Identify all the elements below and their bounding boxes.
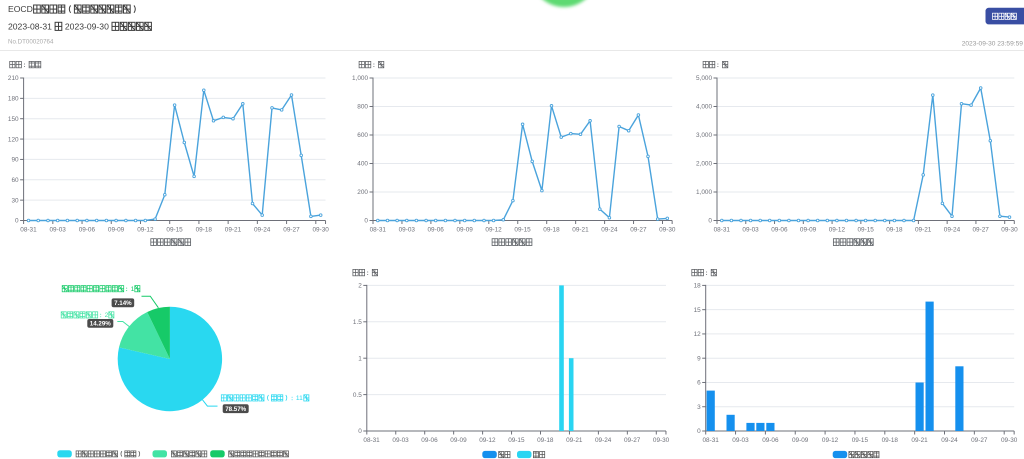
svg-text:09-12: 09-12 xyxy=(137,227,154,234)
svg-text:09-18: 09-18 xyxy=(886,227,903,234)
svg-text:09-09: 09-09 xyxy=(792,437,809,444)
svg-text:7.14%: 7.14% xyxy=(114,300,132,307)
svg-text:1,000: 1,000 xyxy=(352,75,368,82)
svg-text:09-09: 09-09 xyxy=(450,437,467,444)
svg-text:09-12: 09-12 xyxy=(485,227,502,234)
svg-text:2023-08-31: 2023-08-31 xyxy=(8,21,54,31)
svg-text:EOCD: EOCD xyxy=(8,4,33,14)
svg-text:60: 60 xyxy=(12,177,20,184)
svg-text:09-12: 09-12 xyxy=(829,227,846,234)
svg-text:0: 0 xyxy=(15,218,19,225)
svg-text:2,000: 2,000 xyxy=(696,161,712,168)
svg-text:09-03: 09-03 xyxy=(392,437,409,444)
svg-text:08-31: 08-31 xyxy=(703,437,720,444)
svg-text:09-21: 09-21 xyxy=(572,227,589,234)
svg-text:09-03: 09-03 xyxy=(732,437,749,444)
svg-text:12: 12 xyxy=(694,331,702,338)
svg-text:0: 0 xyxy=(358,428,362,435)
svg-text:09-12: 09-12 xyxy=(479,437,496,444)
svg-text:08-31: 08-31 xyxy=(363,437,380,444)
svg-text:09-24: 09-24 xyxy=(941,437,958,444)
svg-text:09-30: 09-30 xyxy=(313,227,330,234)
svg-text:09-06: 09-06 xyxy=(762,437,779,444)
svg-text:09-30: 09-30 xyxy=(653,437,670,444)
svg-text:09-09: 09-09 xyxy=(800,227,817,234)
svg-text:09-15: 09-15 xyxy=(852,437,869,444)
svg-text:400: 400 xyxy=(357,161,368,168)
svg-text:09-15: 09-15 xyxy=(508,437,525,444)
svg-text:09-27: 09-27 xyxy=(971,437,988,444)
svg-text:09-21: 09-21 xyxy=(225,227,242,234)
svg-text:180: 180 xyxy=(8,96,19,103)
svg-text:09-21: 09-21 xyxy=(915,227,932,234)
svg-text:9: 9 xyxy=(697,355,701,362)
svg-text:78.57%: 78.57% xyxy=(225,406,246,413)
svg-text:08-31: 08-31 xyxy=(370,227,387,234)
svg-text:0: 0 xyxy=(364,218,368,225)
svg-text:09-18: 09-18 xyxy=(543,227,560,234)
svg-text:1: 1 xyxy=(131,286,135,293)
svg-text:0.5: 0.5 xyxy=(353,392,362,399)
svg-text:200: 200 xyxy=(357,189,368,196)
svg-text:1.5: 1.5 xyxy=(353,319,362,326)
svg-text:09-09: 09-09 xyxy=(457,227,474,234)
svg-text:09-18: 09-18 xyxy=(882,437,899,444)
svg-text:2: 2 xyxy=(105,312,109,319)
svg-text:09-27: 09-27 xyxy=(624,437,641,444)
svg-text:3: 3 xyxy=(697,404,701,411)
svg-text:18: 18 xyxy=(694,283,702,290)
svg-text:09-21: 09-21 xyxy=(566,437,583,444)
svg-text:09-15: 09-15 xyxy=(166,227,183,234)
svg-text:09-30: 09-30 xyxy=(1001,227,1018,234)
svg-text:09-21: 09-21 xyxy=(911,437,928,444)
svg-text:3,000: 3,000 xyxy=(696,132,712,139)
svg-text:2023-09-30 23:59:59: 2023-09-30 23:59:59 xyxy=(962,40,1024,47)
svg-text:150: 150 xyxy=(8,116,19,123)
svg-text:15: 15 xyxy=(694,307,702,314)
svg-text:210: 210 xyxy=(8,75,19,82)
svg-text:09-24: 09-24 xyxy=(595,437,612,444)
svg-text:08-31: 08-31 xyxy=(20,227,37,234)
svg-text:800: 800 xyxy=(357,104,368,111)
svg-text:90: 90 xyxy=(12,157,20,164)
svg-text:09-03: 09-03 xyxy=(742,227,759,234)
svg-text:09-06: 09-06 xyxy=(771,227,788,234)
svg-text:1,000: 1,000 xyxy=(696,189,712,196)
svg-text:09-27: 09-27 xyxy=(973,227,990,234)
svg-text:09-24: 09-24 xyxy=(601,227,618,234)
svg-text:14.29%: 14.29% xyxy=(90,321,111,328)
svg-text:09-24: 09-24 xyxy=(254,227,271,234)
svg-text:09-27: 09-27 xyxy=(283,227,300,234)
svg-text:6: 6 xyxy=(697,380,701,387)
svg-text:120: 120 xyxy=(8,136,19,143)
svg-text:5,000: 5,000 xyxy=(696,75,712,82)
svg-text:30: 30 xyxy=(12,197,20,204)
svg-text:09-18: 09-18 xyxy=(196,227,213,234)
svg-text:09-27: 09-27 xyxy=(630,227,647,234)
svg-text:09-15: 09-15 xyxy=(858,227,875,234)
svg-text:09-03: 09-03 xyxy=(399,227,416,234)
svg-text:4,000: 4,000 xyxy=(696,104,712,111)
svg-text:09-09: 09-09 xyxy=(108,227,125,234)
svg-text:2023-09-30: 2023-09-30 xyxy=(63,21,112,31)
svg-text:09-30: 09-30 xyxy=(1001,437,1018,444)
svg-text:2: 2 xyxy=(358,283,362,290)
svg-text:09-06: 09-06 xyxy=(79,227,96,234)
svg-text:09-06: 09-06 xyxy=(428,227,445,234)
svg-text:09-06: 09-06 xyxy=(421,437,438,444)
svg-text:No.DT00020764: No.DT00020764 xyxy=(8,39,54,46)
svg-text:600: 600 xyxy=(357,132,368,139)
svg-text:0: 0 xyxy=(697,428,701,435)
svg-text:09-30: 09-30 xyxy=(659,227,676,234)
svg-text:11: 11 xyxy=(296,395,303,402)
svg-text:09-15: 09-15 xyxy=(514,227,531,234)
svg-text:09-18: 09-18 xyxy=(537,437,554,444)
svg-text:09-03: 09-03 xyxy=(50,227,67,234)
svg-text:1: 1 xyxy=(358,355,362,362)
svg-text:0: 0 xyxy=(708,218,712,225)
svg-text:09-24: 09-24 xyxy=(944,227,961,234)
svg-text:08-31: 08-31 xyxy=(714,227,731,234)
svg-text:09-12: 09-12 xyxy=(822,437,839,444)
